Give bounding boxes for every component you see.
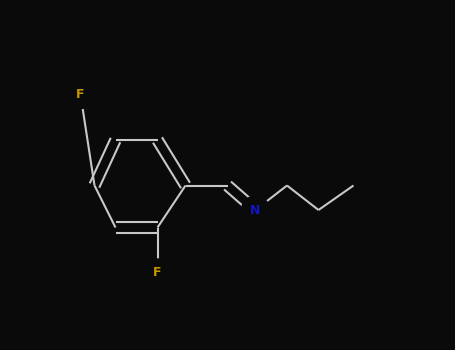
Circle shape	[143, 259, 172, 287]
Text: N: N	[250, 203, 261, 217]
Text: F: F	[153, 266, 162, 280]
Text: F: F	[76, 88, 85, 101]
Circle shape	[66, 80, 95, 108]
Circle shape	[242, 196, 269, 224]
